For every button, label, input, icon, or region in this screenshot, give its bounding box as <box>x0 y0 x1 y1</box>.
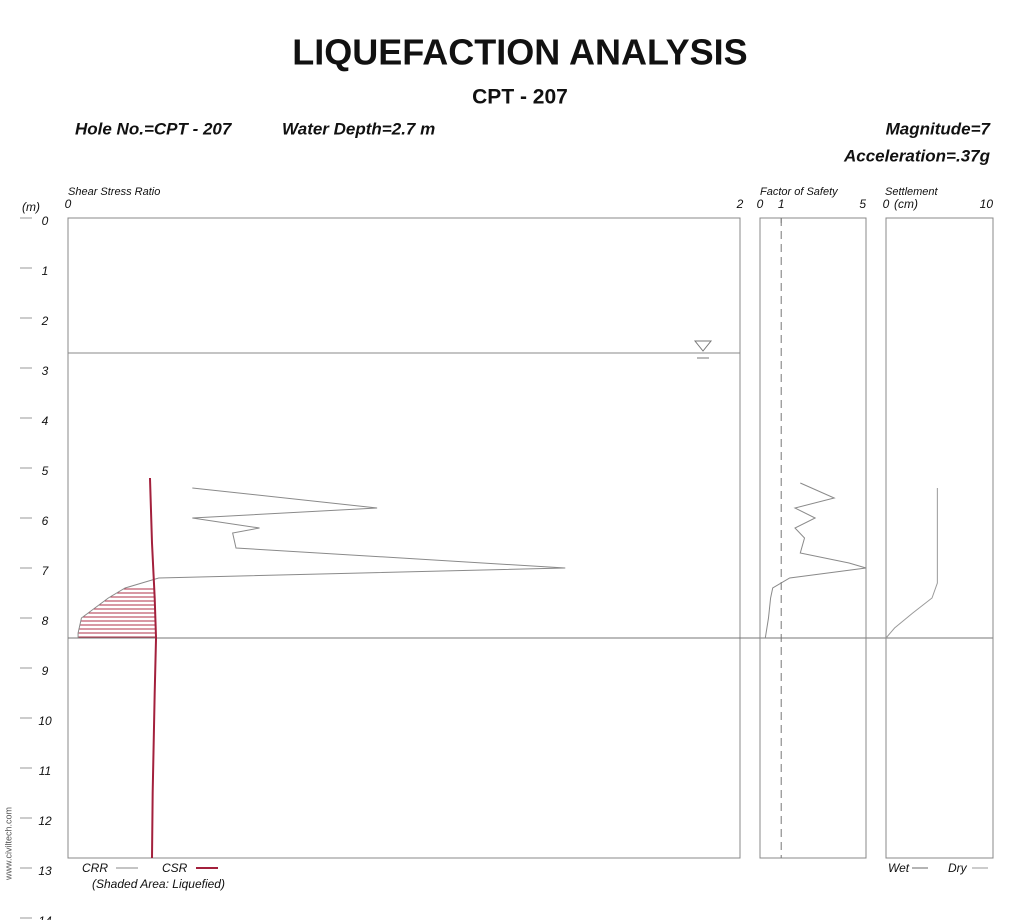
hole-no: Hole No.=CPT - 207 <box>75 119 233 138</box>
y-tick-label: 12 <box>38 814 52 828</box>
legend-label: CSR <box>162 861 188 875</box>
panel-title: Factor of Safety <box>760 186 839 198</box>
panel <box>67 217 741 859</box>
legend-label: Wet <box>888 861 910 875</box>
liquefied-shade <box>78 585 157 638</box>
y-tick-label: 0 <box>42 214 49 228</box>
series-line <box>77 487 566 638</box>
y-tick-label: 7 <box>42 564 50 578</box>
y-tick-label: 5 <box>42 464 49 478</box>
y-tick-label: 13 <box>38 864 52 878</box>
panel <box>885 217 994 859</box>
x-unit: (cm) <box>894 197 918 211</box>
magnitude: Magnitude=7 <box>886 119 992 138</box>
x-tick-label: 0 <box>757 197 764 211</box>
x-tick-label: 0 <box>65 197 72 211</box>
series-line <box>885 488 938 639</box>
x-tick-label: 0 <box>883 197 890 211</box>
y-axis-label: (m) <box>22 200 40 214</box>
y-tick-label: 8 <box>42 614 49 628</box>
water-symbol <box>693 340 713 359</box>
series-line <box>148 477 158 859</box>
x-tick-label: 10 <box>980 197 994 211</box>
x-tick-label: 2 <box>736 197 744 211</box>
panel <box>759 217 867 859</box>
y-tick-label: 14 <box>38 914 52 920</box>
legend-note: (Shaded Area: Liquefied) <box>92 877 225 891</box>
acceleration: Acceleration=.37g <box>843 146 991 165</box>
panel-title: Settlement <box>885 186 939 198</box>
water-depth: Water Depth=2.7 m <box>282 119 435 138</box>
title: LIQUEFACTION ANALYSIS <box>292 32 747 73</box>
y-tick-label: 4 <box>42 414 49 428</box>
y-tick-label: 2 <box>41 314 49 328</box>
watermark: www.civiltech.com <box>3 807 13 881</box>
panel-title: Shear Stress Ratio <box>68 186 160 198</box>
legend-label: CRR <box>82 861 108 875</box>
y-tick-label: 11 <box>39 764 51 778</box>
series-line <box>764 482 867 639</box>
legend-label: Dry <box>948 861 968 875</box>
y-tick-label: 10 <box>38 714 52 728</box>
y-tick-label: 6 <box>42 514 49 528</box>
y-tick-label: 9 <box>42 664 49 678</box>
y-tick-label: 1 <box>42 264 49 278</box>
subtitle: CPT - 207 <box>472 86 568 109</box>
y-tick-label: 3 <box>42 364 49 378</box>
x-tick-label: 1 <box>778 197 785 211</box>
x-tick-label: 5 <box>859 197 866 211</box>
